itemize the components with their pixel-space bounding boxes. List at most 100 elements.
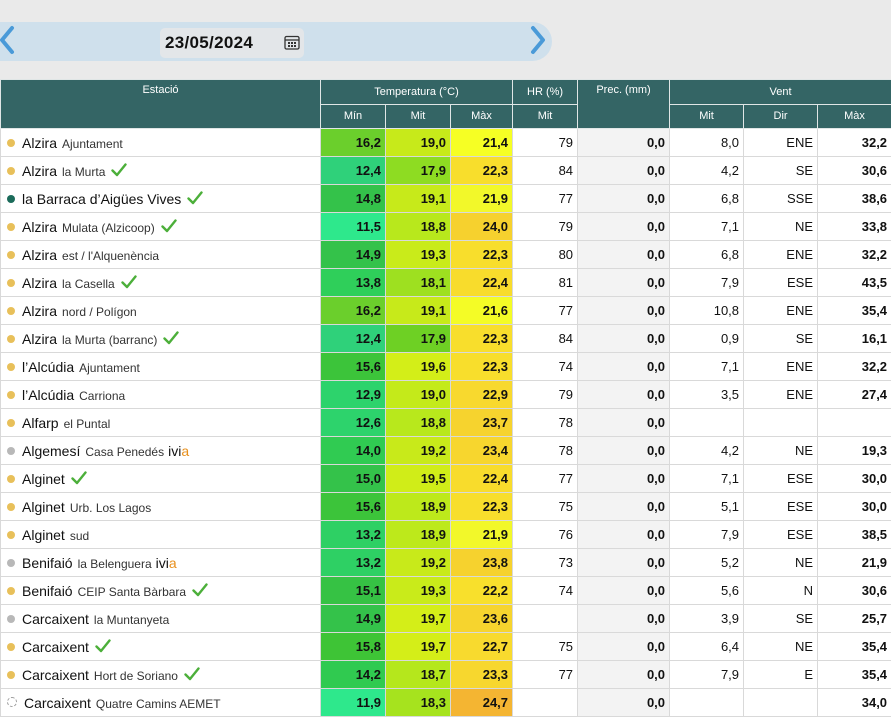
- precip-cell: 0,0: [577, 128, 671, 157]
- header-wind-max[interactable]: Màx: [817, 103, 891, 129]
- station-cell[interactable]: Algemesí Casa Penedés ivia: [0, 436, 321, 465]
- humidity-cell: 79: [512, 212, 579, 241]
- chevron-left-icon[interactable]: [0, 22, 18, 58]
- station-cell[interactable]: Carcaixent la Muntanyeta: [0, 604, 321, 633]
- header-wind-mit[interactable]: Mit: [669, 103, 745, 129]
- station-status-dot: [7, 670, 15, 679]
- station-cell[interactable]: Alzira la Murta: [0, 156, 321, 185]
- wind-mit-cell: 5,6: [669, 576, 745, 605]
- header-station[interactable]: Estació: [0, 79, 321, 129]
- station-cell[interactable]: Alginet sud: [0, 520, 321, 549]
- humidity-cell: 78: [512, 436, 579, 465]
- wind-max-cell: 38,6: [817, 184, 891, 213]
- station-cell[interactable]: la Barraca d’Aigües Vives: [0, 184, 321, 213]
- table-row[interactable]: l’Alcúdia Carriona 12,9 19,0 22,9 79 0,0 3,5 ENE…: [0, 380, 891, 409]
- station-cell[interactable]: Alginet: [0, 464, 321, 493]
- station-cell[interactable]: Alfarp el Puntal: [0, 408, 321, 437]
- station-name[interactable]: la Barraca d’Aigües Vives: [22, 190, 182, 207]
- table-row[interactable]: Alzira Ajuntament 16,2 19,0 21,4 79 0,0 8,0 ENE 3…: [0, 128, 891, 157]
- station-name[interactable]: Alzira: [22, 302, 58, 319]
- station-name[interactable]: Algemesí: [22, 442, 81, 459]
- header-precipitation[interactable]: Prec. (mm): [577, 79, 671, 129]
- humidity-cell: 80: [512, 240, 579, 269]
- station-name[interactable]: Carcaixent: [22, 666, 89, 683]
- station-name[interactable]: Alzira: [22, 330, 58, 347]
- station-cell[interactable]: l’Alcúdia Carriona: [0, 380, 321, 409]
- table-row[interactable]: Alzira la Murta (barranc) 12,4 17,9 22,3 84 0,…: [0, 324, 891, 353]
- station-name[interactable]: Carcaixent: [22, 638, 89, 655]
- station-cell[interactable]: Carcaixent Quatre Camins AEMET: [0, 688, 321, 717]
- temp-max-cell: 22,3: [449, 156, 514, 185]
- header-wind: Vent: [669, 79, 891, 105]
- station-cell[interactable]: l’Alcúdia Ajuntament: [0, 352, 321, 381]
- station-cell[interactable]: Alzira Ajuntament: [0, 128, 321, 157]
- station-cell[interactable]: Carcaixent Hort de Soriano: [0, 660, 321, 689]
- station-cell[interactable]: Alzira la Casella: [0, 268, 321, 297]
- station-name[interactable]: Benifaió: [22, 582, 73, 599]
- station-cell[interactable]: Benifaió CEIP Santa Bàrbara: [0, 576, 321, 605]
- station-name[interactable]: Alginet: [22, 498, 65, 515]
- station-name[interactable]: Alzira: [22, 274, 58, 291]
- calendar-icon[interactable]: [284, 34, 300, 50]
- station-name[interactable]: Alginet: [22, 526, 65, 543]
- station-name[interactable]: Alfarp: [22, 414, 59, 431]
- table-row[interactable]: Alzira la Casella 13,8 18,1 22,4 81 0,0 7,9 ESE 4…: [0, 268, 891, 297]
- table-row[interactable]: Alginet 15,0 19,5 22,4 77 0,0 7,1 ESE 30,0: [0, 464, 891, 493]
- table-row[interactable]: Alzira nord / Polígon 16,2 19,1 21,6 77 0,0 10,…: [0, 296, 891, 325]
- header-wind-dir[interactable]: Dir: [743, 103, 819, 129]
- station-name[interactable]: l’Alcúdia: [22, 386, 75, 403]
- station-cell[interactable]: Alzira est / l'Alquenència: [0, 240, 321, 269]
- wind-mit-cell: 8,0: [669, 128, 745, 157]
- station-cell[interactable]: Alzira Mulata (Alzicoop): [0, 212, 321, 241]
- header-temp-mit[interactable]: Mit: [385, 103, 451, 129]
- wind-dir-cell: ESE: [743, 520, 819, 549]
- chevron-right-icon[interactable]: [527, 22, 551, 58]
- station-name[interactable]: Alginet: [22, 470, 65, 487]
- station-cell[interactable]: Benifaió la Belenguera ivia: [0, 548, 321, 577]
- wind-mit-cell: 7,9: [669, 520, 745, 549]
- table-row[interactable]: Alzira est / l'Alquenència 14,9 19,3 22,3 80 0…: [0, 240, 891, 269]
- table-row[interactable]: Benifaió la Belenguera ivia 13,2 19,2 23,8 73 0…: [0, 548, 891, 577]
- station-name[interactable]: Benifaió: [22, 554, 73, 571]
- table-row[interactable]: Alzira la Murta 12,4 17,9 22,3 84 0,0 4,2 SE 30,6: [0, 156, 891, 185]
- humidity-cell: [512, 604, 579, 633]
- station-name[interactable]: Carcaixent: [24, 694, 91, 711]
- station-cell[interactable]: Alzira nord / Polígon: [0, 296, 321, 325]
- station-name[interactable]: Alzira: [22, 218, 58, 235]
- table-row[interactable]: Alginet Urb. Los Lagos 15,6 18,9 22,3 75 0,0 5,…: [0, 492, 891, 521]
- temp-mit-cell: 17,9: [385, 324, 451, 353]
- wind-max-cell: 38,5: [817, 520, 891, 549]
- station-name[interactable]: Alzira: [22, 246, 58, 263]
- table-row[interactable]: Carcaixent 15,8 19,7 22,7 75 0,0 6,4 NE 35,4: [0, 632, 891, 661]
- station-cell[interactable]: Alginet Urb. Los Lagos: [0, 492, 321, 521]
- wind-max-cell: 34,0: [817, 688, 891, 717]
- date-value[interactable]: 23/05/2024: [165, 33, 254, 52]
- wind-max-cell: [817, 408, 891, 437]
- table-row[interactable]: la Barraca d’Aigües Vives 14,8 19,1 21,9 77 0…: [0, 184, 891, 213]
- humidity-cell: 79: [512, 128, 579, 157]
- wind-max-cell: 30,6: [817, 576, 891, 605]
- station-cell[interactable]: Alzira la Murta (barranc): [0, 324, 321, 353]
- station-status-dot: [7, 586, 15, 595]
- table-row[interactable]: Algemesí Casa Penedés ivia 14,0 19,2 23,4 78 0,…: [0, 436, 891, 465]
- table-row[interactable]: Alzira Mulata (Alzicoop) 11,5 18,8 24,0 79 0,0…: [0, 212, 891, 241]
- table-row[interactable]: Alginet sud 13,2 18,9 21,9 76 0,0 7,9 ESE 38,5: [0, 520, 891, 549]
- date-picker[interactable]: 23/05/2024: [160, 28, 304, 58]
- station-name[interactable]: Alzira: [22, 162, 58, 179]
- station-name[interactable]: l’Alcúdia: [22, 358, 75, 375]
- wind-max-cell: 32,2: [817, 240, 891, 269]
- header-temp-min[interactable]: Mín: [320, 103, 386, 129]
- header-temp-max[interactable]: Màx: [449, 103, 514, 129]
- table-row[interactable]: Alfarp el Puntal 12,6 18,8 23,7 78 0,0: [0, 408, 891, 437]
- table-row[interactable]: Benifaió CEIP Santa Bàrbara 15,1 19,3 22,2 74…: [0, 576, 891, 605]
- station-name[interactable]: Carcaixent: [22, 610, 89, 627]
- table-row[interactable]: Carcaixent la Muntanyeta 14,9 19,7 23,6 0,0 3,…: [0, 604, 891, 633]
- station-name[interactable]: Alzira: [22, 134, 58, 151]
- wind-max-cell: 21,9: [817, 548, 891, 577]
- station-cell[interactable]: Carcaixent: [0, 632, 321, 661]
- table-row[interactable]: l’Alcúdia Ajuntament 15,6 19,6 22,3 74 0,0 7,1 E…: [0, 352, 891, 381]
- table-row[interactable]: Carcaixent Hort de Soriano 14,2 18,7 23,3 77 0…: [0, 660, 891, 689]
- humidity-cell: 77: [512, 184, 579, 213]
- table-row[interactable]: Carcaixent Quatre Camins AEMET 11,9 18,3 24,…: [0, 688, 891, 717]
- header-hr-mit[interactable]: Mit: [512, 103, 579, 129]
